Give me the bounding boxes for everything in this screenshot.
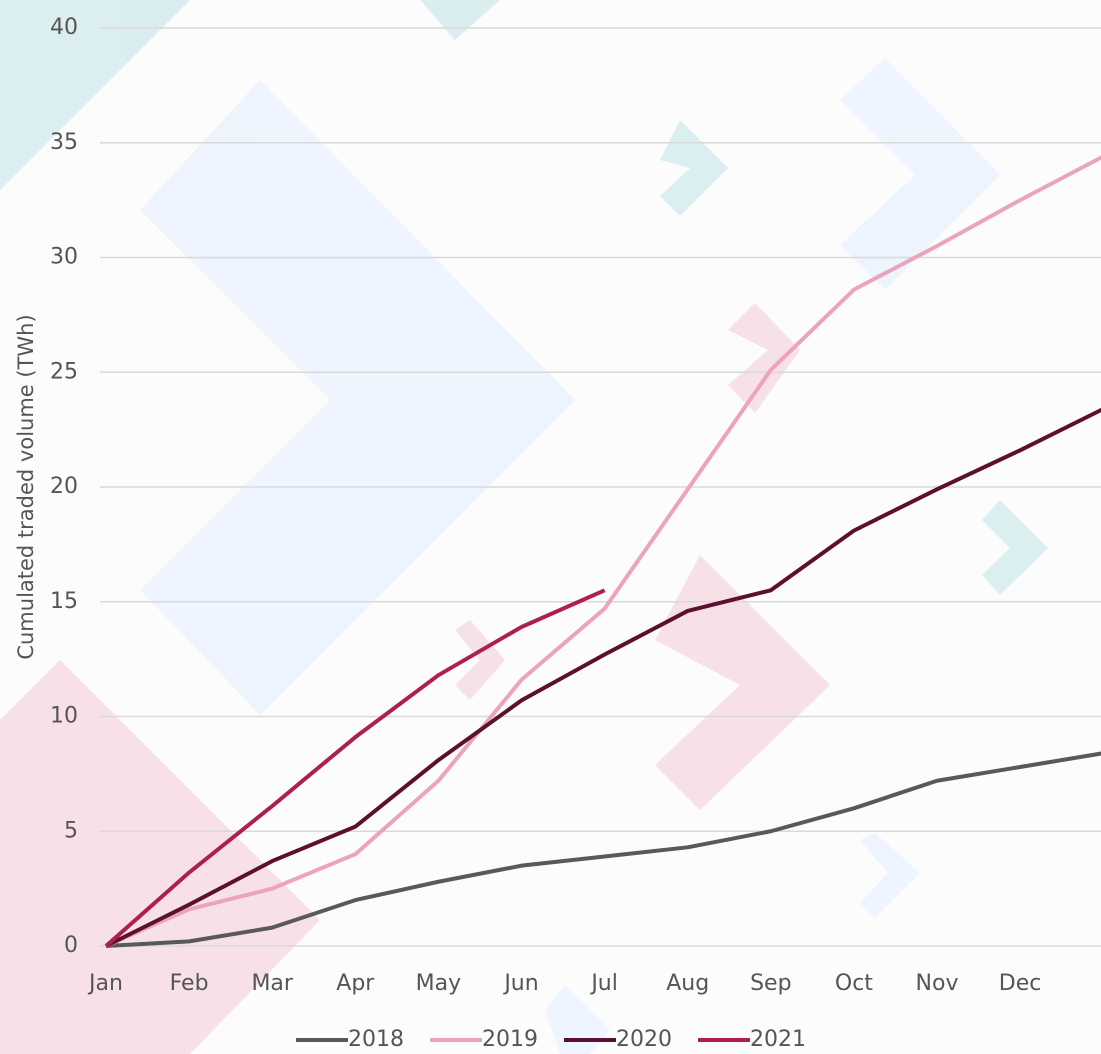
x-tick-label: Nov xyxy=(916,971,959,996)
x-tick-label: Dec xyxy=(999,971,1042,996)
x-tick-label: Aug xyxy=(666,971,709,996)
x-tick-label: Jun xyxy=(502,971,538,996)
y-tick-label: 20 xyxy=(50,474,78,499)
legend-label: 2018 xyxy=(348,1027,404,1052)
y-axis-label: Cumulated traded volume (TWh) xyxy=(14,314,38,659)
y-tick-label: 40 xyxy=(50,15,78,40)
y-tick-label: 35 xyxy=(50,130,78,155)
x-tick-label: Feb xyxy=(170,971,209,996)
x-tick-label: Apr xyxy=(336,971,375,996)
chart: Cumulated traded volume (TWh) 2018201920… xyxy=(0,0,1101,1054)
x-tick-label: Oct xyxy=(835,971,873,996)
legend-label: 2020 xyxy=(616,1027,672,1052)
x-tick-label: Mar xyxy=(251,971,293,996)
legend-label: 2021 xyxy=(750,1027,806,1052)
legend: 2018 2019 2020 2021 xyxy=(296,1027,806,1052)
x-tick-label: Jan xyxy=(87,971,123,996)
x-tick-label: Sep xyxy=(750,971,791,996)
background-decoration xyxy=(0,0,1048,1054)
y-tick-label: 5 xyxy=(64,818,78,843)
legend-label: 2019 xyxy=(482,1027,538,1052)
x-tick-label: May xyxy=(416,971,461,996)
y-tick-label: 10 xyxy=(50,704,78,729)
y-tick-label: 15 xyxy=(50,589,78,614)
x-tick-label: Jul xyxy=(589,971,618,996)
y-tick-label: 0 xyxy=(64,933,78,958)
y-tick-label: 25 xyxy=(50,359,78,384)
y-tick-label: 30 xyxy=(50,245,78,270)
